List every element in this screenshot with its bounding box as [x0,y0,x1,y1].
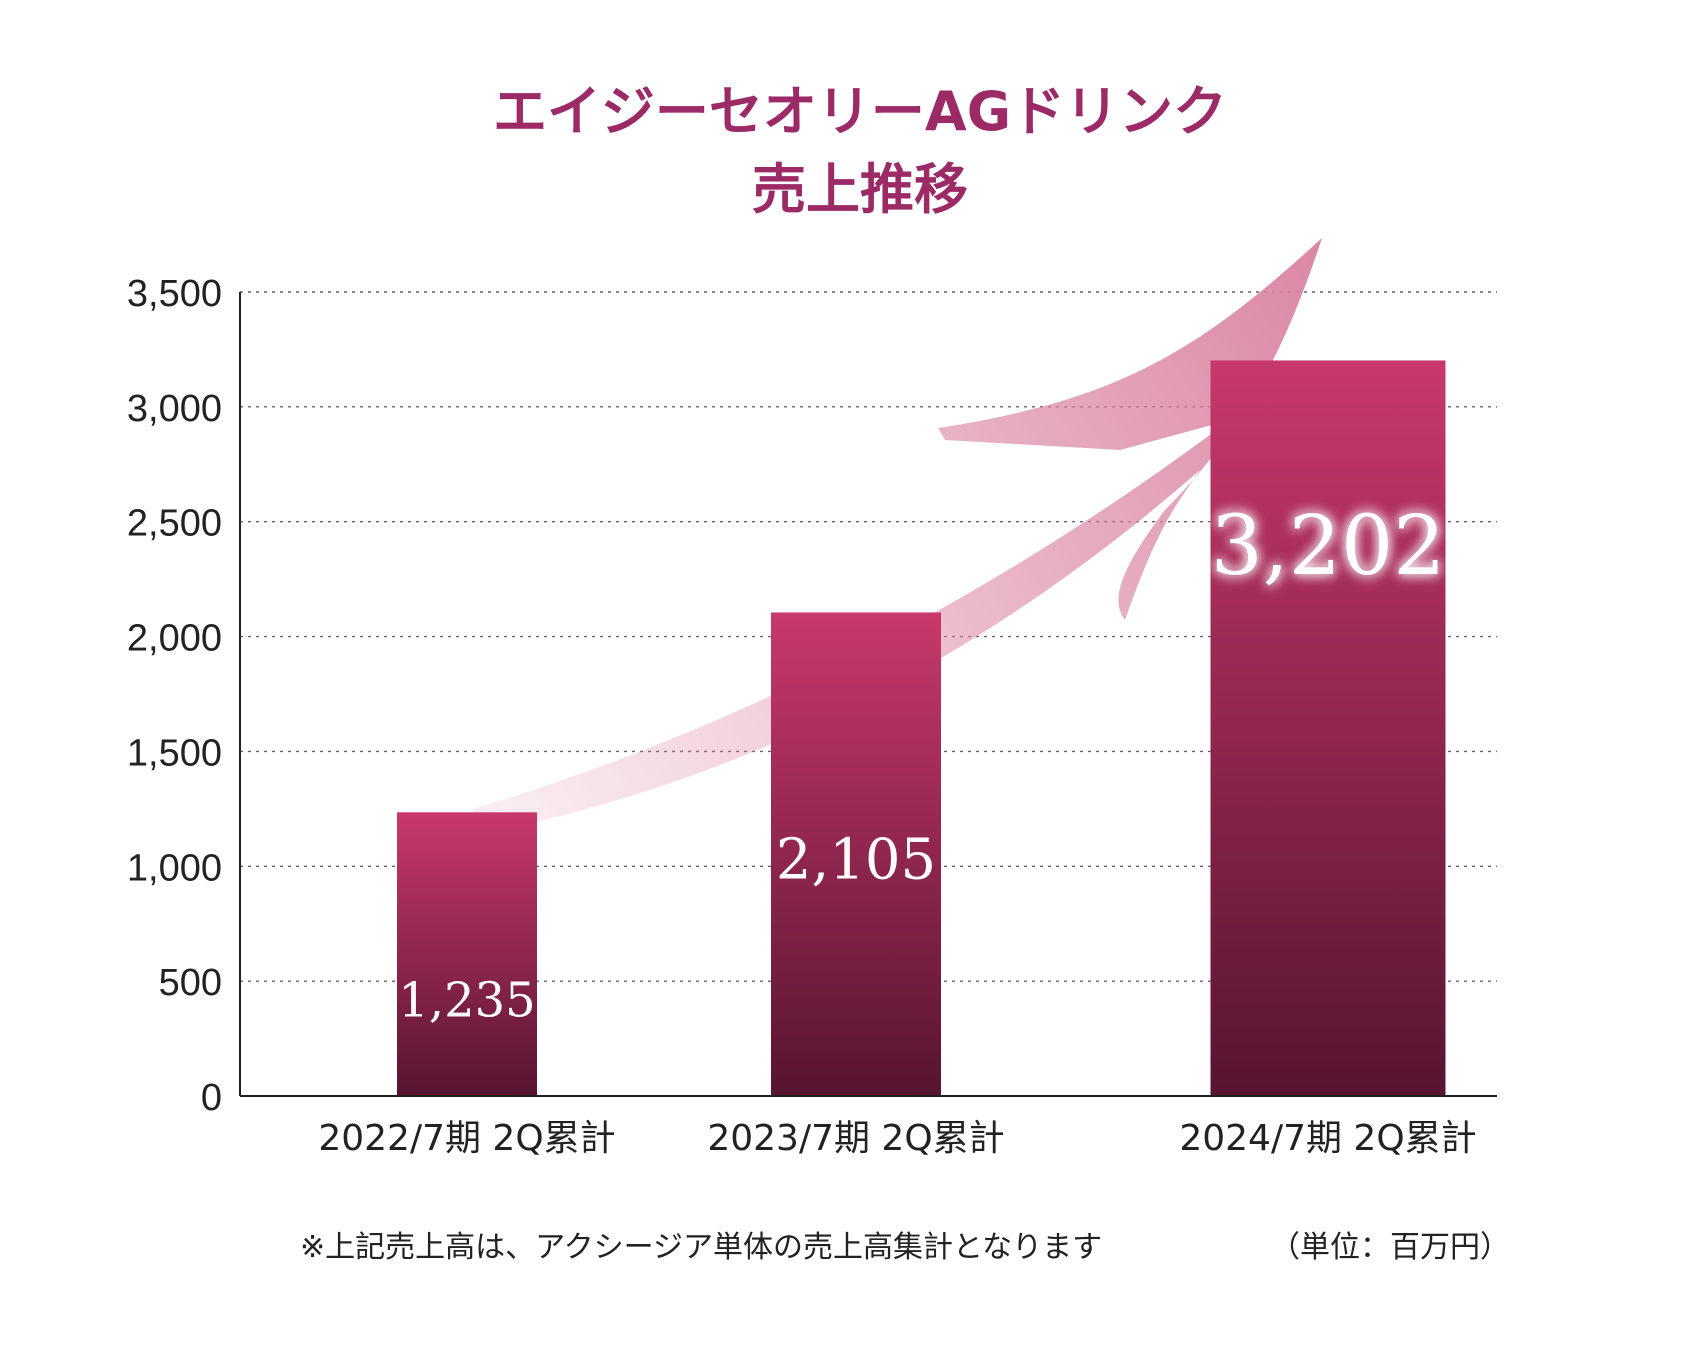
y-axis-ticks: 0 500 1,000 1,500 2,000 2,500 3,000 3,500 [127,273,222,1119]
x-category-label: 2023/7期 2Q累計 [707,1118,1004,1159]
y-tick-label: 0 [201,1077,222,1119]
y-tick-label: 2,000 [127,618,222,660]
data-label: 3,202 [1211,499,1446,594]
y-tick-label: 3,000 [127,388,222,430]
bar [1210,360,1446,1097]
x-axis-categories: 2022/7期 2Q累計 2023/7期 2Q累計 2024/7期 2Q累計 [318,1118,1476,1159]
footnote: ※上記売上高は、アクシージア単体の売上高集計となります [300,1230,1102,1265]
y-tick-label: 2,500 [127,503,222,545]
y-tick-label: 1,500 [127,732,222,774]
data-labels: 1,235 2,105 3,202 [398,499,1445,1029]
trend-arrow [470,238,1322,830]
y-tick-label: 3,500 [127,273,222,315]
data-label: 1,235 [398,973,535,1029]
y-tick-label: 1,000 [127,847,222,889]
bars [397,360,1446,1097]
unit-note: （単位：百万円） [1270,1230,1510,1265]
data-label: 2,105 [776,827,936,892]
bar [397,812,537,1096]
x-category-label: 2024/7期 2Q累計 [1179,1118,1476,1159]
chart-title-line-1: エイジーセオリーAGドリンク [493,80,1227,143]
bar [771,612,941,1096]
x-category-label: 2022/7期 2Q累計 [318,1118,615,1159]
y-tick-label: 500 [159,962,222,1004]
chart-title-line-2: 売上推移 [752,158,968,221]
